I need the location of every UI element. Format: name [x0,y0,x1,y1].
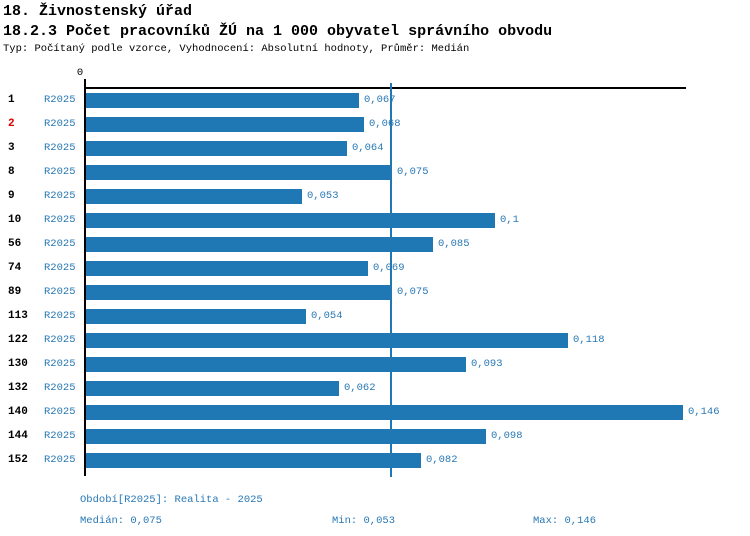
row-category-label: 74 [8,262,22,274]
row-category-label: 3 [8,142,15,154]
indicator-title: 18.2.3 Počet pracovníků ŽÚ na 1 000 obyv… [3,23,553,40]
row-value-label: 0,053 [307,190,339,202]
bar [86,237,433,252]
row-series-label: R2025 [44,214,76,226]
stat-median: Medián: 0,075 [80,515,162,527]
row-value-label: 0,075 [397,166,429,178]
row-value-label: 0,062 [344,382,376,394]
row-series-label: R2025 [44,262,76,274]
bar [86,213,495,228]
row-value-label: 0,068 [369,118,401,130]
row-category-label: 56 [8,238,22,250]
x-axis-zero-label: 0 [76,67,84,79]
row-category-label: 8 [8,166,15,178]
row-value-label: 0,082 [426,454,458,466]
bar [86,429,486,444]
bar [86,405,683,420]
stat-min: Min: 0,053 [332,515,396,527]
bar [86,381,339,396]
row-series-label: R2025 [44,94,76,106]
median-line [390,83,392,477]
bar [86,117,364,132]
row-series-label: R2025 [44,406,76,418]
row-series-label: R2025 [44,382,76,394]
row-series-label: R2025 [44,142,76,154]
bar [86,357,466,372]
bar [86,333,568,348]
row-value-label: 0,146 [688,406,720,418]
row-series-label: R2025 [44,454,76,466]
row-category-label: 10 [8,214,22,226]
row-series-label: R2025 [44,190,76,202]
row-value-label: 0,064 [352,142,384,154]
page-title: 18. Živnostenský úřad [3,3,193,20]
row-category-label: 9 [8,190,15,202]
row-series-label: R2025 [44,334,76,346]
row-category-label: 144 [8,430,28,442]
x-axis-top-line [85,87,686,89]
bar [86,453,421,468]
row-series-label: R2025 [44,118,76,130]
row-category-label: 130 [8,358,28,370]
row-series-label: R2025 [44,166,76,178]
bar [86,141,347,156]
row-category-label: 122 [8,334,28,346]
row-series-label: R2025 [44,310,76,322]
row-category-label: 89 [8,286,22,298]
bar [86,261,368,276]
bar [86,285,392,300]
bar [86,165,392,180]
row-value-label: 0,1 [500,214,519,226]
row-category-label: 1 [8,94,15,106]
row-value-label: 0,075 [397,286,429,298]
y-axis-line [84,79,86,476]
row-category-label: 113 [8,310,28,322]
bar [86,309,306,324]
row-series-label: R2025 [44,430,76,442]
row-category-label: 2 [8,118,15,130]
row-series-label: R2025 [44,286,76,298]
row-value-label: 0,118 [573,334,605,346]
row-value-label: 0,098 [491,430,523,442]
row-series-label: R2025 [44,238,76,250]
row-value-label: 0,085 [438,238,470,250]
row-category-label: 140 [8,406,28,418]
legend-period: Období[R2025]: Realita - 2025 [80,494,263,506]
row-value-label: 0,093 [471,358,503,370]
row-value-label: 0,069 [373,262,405,274]
row-category-label: 152 [8,454,28,466]
row-value-label: 0,067 [364,94,396,106]
row-series-label: R2025 [44,358,76,370]
row-value-label: 0,054 [311,310,343,322]
row-category-label: 132 [8,382,28,394]
indicator-meta: Typ: Počítaný podle vzorce, Vyhodnocení:… [3,43,470,55]
bar [86,93,359,108]
bar [86,189,302,204]
stat-max: Max: 0,146 [533,515,597,527]
